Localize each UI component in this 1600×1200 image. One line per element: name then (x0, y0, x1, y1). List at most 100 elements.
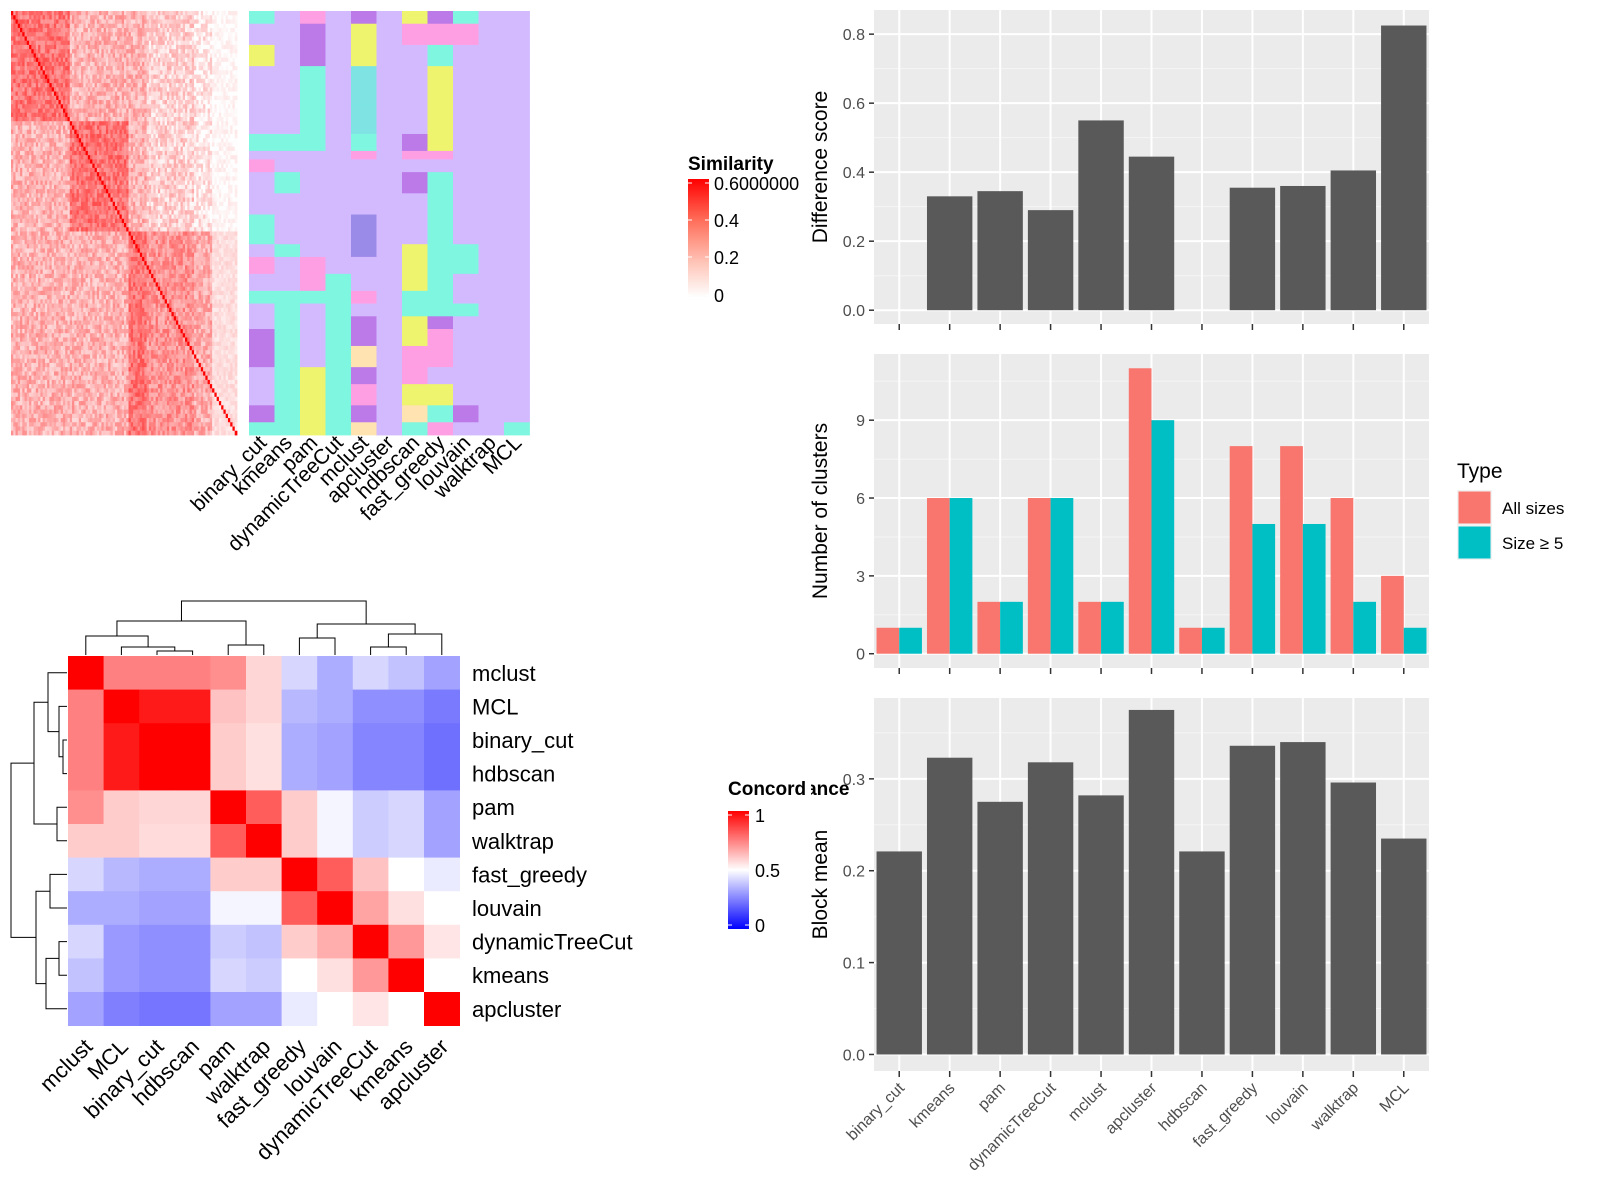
similarity-cell (155, 197, 159, 203)
similarity-cell (121, 44, 125, 50)
similarity-cell (194, 133, 197, 139)
similarity-cell (33, 108, 37, 114)
similarity-cell (203, 201, 206, 207)
similarity-cell (31, 210, 34, 215)
similarity-cell (221, 36, 224, 42)
similarity-cell (148, 184, 152, 190)
similarity-cell (175, 129, 179, 135)
similarity-cell (146, 53, 150, 59)
similarity-cell (110, 133, 114, 139)
similarity-cell (234, 23, 238, 29)
similarity-cell (162, 142, 166, 148)
similarity-cell (35, 159, 39, 165)
similarity-cell (178, 167, 181, 173)
similarity-cell (178, 49, 181, 54)
similarity-cell (117, 201, 120, 207)
similarity-cell (180, 138, 184, 143)
similarity-cell (44, 214, 48, 220)
similarity-cell (108, 117, 111, 122)
similarity-cell (42, 214, 46, 220)
similarity-cell (29, 146, 32, 152)
similarity-cell (196, 125, 199, 131)
similarity-cell (94, 218, 98, 224)
similarity-cell (151, 163, 154, 169)
similarity-cell (92, 78, 96, 84)
similarity-cell (26, 44, 30, 50)
similarity-cell (180, 112, 184, 118)
similarity-cell (155, 146, 159, 152)
similarity-cell (49, 125, 53, 131)
similarity-cell (15, 159, 19, 165)
similarity-cell (146, 163, 150, 169)
similarity-cell (62, 150, 66, 156)
similarity-cell (105, 218, 109, 224)
similarity-cell (218, 53, 222, 59)
similarity-cell (200, 83, 204, 88)
similarity-cell (38, 117, 41, 122)
similarity-cell (146, 180, 150, 186)
similarity-cell (58, 176, 62, 181)
similarity-cell (31, 172, 34, 177)
similarity-cell (56, 180, 59, 186)
similarity-cell (17, 214, 21, 220)
similarity-cell (139, 112, 143, 118)
similarity-cell (38, 146, 41, 152)
similarity-cell (101, 163, 105, 169)
similarity-cell (148, 53, 152, 59)
similarity-cell (135, 112, 138, 118)
similarity-cell (114, 49, 118, 54)
similarity-cell (108, 100, 111, 105)
similarity-cell (65, 53, 68, 59)
similarity-cell (175, 91, 179, 97)
similarity-cell (135, 197, 138, 203)
similarity-cell (53, 100, 57, 105)
similarity-cell (203, 184, 206, 190)
similarity-cell (119, 61, 123, 67)
similarity-cell (187, 155, 190, 160)
similarity-cell (72, 206, 75, 211)
similarity-cell (13, 133, 16, 139)
similarity-cell (185, 189, 188, 194)
similarity-cell (175, 210, 179, 215)
similarity-cell (94, 32, 98, 37)
similarity-cell (227, 40, 231, 46)
similarity-cell (162, 74, 166, 80)
similarity-cell (94, 189, 98, 194)
similarity-cell (47, 87, 50, 92)
similarity-cell (223, 27, 227, 33)
similarity-cell (33, 142, 37, 148)
similarity-cell (194, 121, 197, 126)
similarity-cell (17, 23, 21, 29)
similarity-cell (205, 19, 209, 25)
similarity-cell (151, 78, 154, 84)
similarity-cell (60, 27, 64, 33)
similarity-cell (209, 108, 213, 114)
similarity-cell (203, 189, 206, 194)
similarity-cell (169, 176, 172, 181)
similarity-cell (218, 163, 222, 169)
similarity-cell (205, 189, 209, 194)
similarity-cell (196, 15, 199, 20)
similarity-cell (218, 155, 222, 160)
similarity-cell (225, 142, 229, 148)
similarity-cell (94, 117, 98, 122)
similarity-cell (160, 83, 163, 88)
similarity-cell (135, 27, 138, 33)
similarity-cell (194, 19, 197, 25)
similarity-cell (74, 189, 77, 194)
similarity-cell (44, 11, 48, 16)
similarity-cell (94, 163, 98, 169)
similarity-cell (133, 125, 136, 131)
similarity-cell (200, 74, 204, 80)
similarity-cell (20, 95, 23, 101)
similarity-cell (171, 11, 175, 16)
similarity-cell (160, 189, 163, 194)
similarity-cell (194, 112, 197, 118)
similarity-cell (182, 117, 186, 122)
similarity-cell (164, 167, 168, 173)
similarity-cell (189, 11, 193, 16)
similarity-cell (31, 11, 34, 16)
similarity-cell (62, 138, 66, 143)
similarity-cell (112, 193, 116, 198)
similarity-cell (117, 142, 120, 148)
